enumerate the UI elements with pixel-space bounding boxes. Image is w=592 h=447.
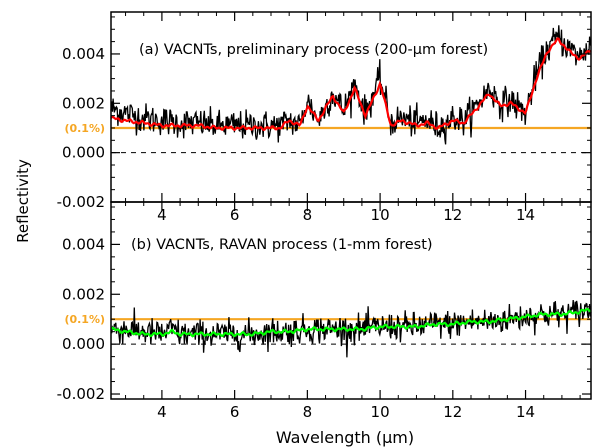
panel-b-x-tick-label: 14 <box>516 403 535 421</box>
panel-b-y-tick-label: 0.004 <box>62 235 105 253</box>
panel-a-x-tick-label: 14 <box>516 206 535 224</box>
panel-b-x-tick-label: 12 <box>443 403 462 421</box>
panel-b-x-tick-label: 4 <box>157 403 167 421</box>
panel-a: (0.1%) 4 6 8 10 12 14 -0.002 0.000 0.002 0.004 (a) … <box>57 11 592 224</box>
panel-b-y-tick-label: 0.002 <box>62 285 105 303</box>
panel-a-x-tick-label: 10 <box>371 206 390 224</box>
panel-a-y-tick-label: -0.002 <box>57 193 105 211</box>
panel-b-smoothed-series <box>110 307 592 338</box>
panel-a-y-tick-label: 0.000 <box>62 144 105 162</box>
panel-b-x-tick-label: 8 <box>303 403 313 421</box>
panel-a-x-tick-label: 6 <box>230 206 240 224</box>
panel-a-y-tick-label: 0.004 <box>62 45 105 63</box>
panel-b-x-tick-label: 10 <box>371 403 390 421</box>
panel-b: (0.1%) 4 6 8 10 12 14 -0.002 0.000 0.002 0.004 (b) … <box>57 201 592 421</box>
panel-b-frame <box>110 201 592 400</box>
panel-a-x-tick-label: 4 <box>157 206 167 224</box>
panel-a-y-tick-label: 0.002 <box>62 94 105 112</box>
panel-b-x-tick-label: 6 <box>230 403 240 421</box>
panel-b-y-tick-label: 0.000 <box>62 335 105 353</box>
x-axis-label: Wavelength (μm) <box>276 428 414 447</box>
panel-a-title: (a) VACNTs, preliminary process (200-μm … <box>139 42 488 58</box>
panel-b-measured-series <box>110 300 592 358</box>
panel-b-title: (b) VACNTs, RAVAN process (1-mm forest) <box>131 237 433 253</box>
panel-a-threshold-label: (0.1%) <box>64 122 105 135</box>
panel-a-x-tick-label: 8 <box>303 206 313 224</box>
panel-b-threshold-label: (0.1%) <box>64 313 105 326</box>
panel-b-y-tick-label: -0.002 <box>57 385 105 403</box>
y-axis-label: Reflectivity <box>14 159 32 243</box>
panel-a-smoothed-series <box>110 37 592 132</box>
panel-a-x-tick-label: 12 <box>443 206 462 224</box>
